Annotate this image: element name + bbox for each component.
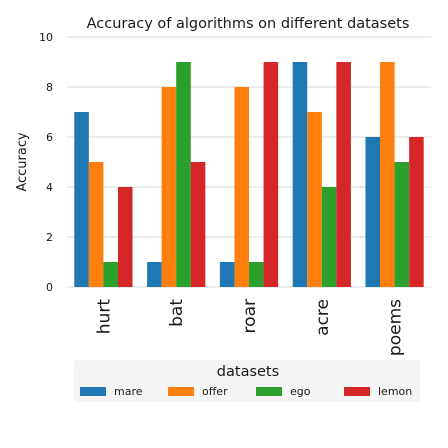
y-tick-label: 2 [46,231,53,244]
bar-ego-bat [176,62,191,287]
bar-offer-acre [307,112,322,287]
legend-background [74,360,420,402]
legend-title: datasets [217,364,279,380]
bar-lemon-hurt [117,187,133,287]
bar-lemon-poems [409,137,424,287]
legend-label-ego: ego [290,385,311,398]
bar-lemon-bat [190,162,206,287]
bars [74,62,424,287]
legend: datasets mare offer ego lemon [74,360,420,402]
y-tick-label: 4 [46,181,53,194]
x-tick-label: hurt [94,299,114,335]
x-axis-ticks: hurt bat roar acre poems [94,299,405,356]
x-tick-label: poems [386,299,406,356]
bar-mare-acre [292,62,308,287]
bar-offer-roar [234,87,249,287]
bar-mare-bat [147,262,162,287]
bar-lemon-roar [263,62,279,287]
legend-swatch-lemon [344,387,370,396]
y-axis-ticks: 0 2 4 6 8 10 [39,31,53,294]
bar-ego-roar [249,262,264,287]
legend-label-lemon: lemon [378,385,412,398]
y-axis-label: Accuracy [15,132,30,192]
bar-offer-poems [380,62,395,287]
legend-label-mare: mare [114,385,143,398]
legend-swatch-mare [80,387,106,396]
bar-ego-acre [321,187,337,287]
legend-swatch-ego [256,387,282,396]
chart-title: Accuracy of algorithms on different data… [87,16,410,32]
y-tick-label: 10 [39,31,53,44]
bar-mare-poems [365,137,381,287]
legend-swatch-offer [168,387,194,396]
bar-mare-roar [219,262,235,287]
bar-ego-poems [394,162,410,287]
bar-ego-hurt [103,262,118,287]
legend-label-offer: offer [202,385,228,398]
x-tick-label: acre [313,299,333,336]
x-tick-label: roar [240,299,260,333]
bar-lemon-acre [336,62,351,287]
y-tick-label: 6 [46,131,53,144]
bar-offer-hurt [88,162,104,287]
bar-offer-bat [161,87,177,287]
bar-mare-hurt [74,112,89,287]
x-tick-label: bat [167,299,187,327]
y-tick-label: 0 [46,281,53,294]
y-tick-label: 8 [46,81,53,94]
